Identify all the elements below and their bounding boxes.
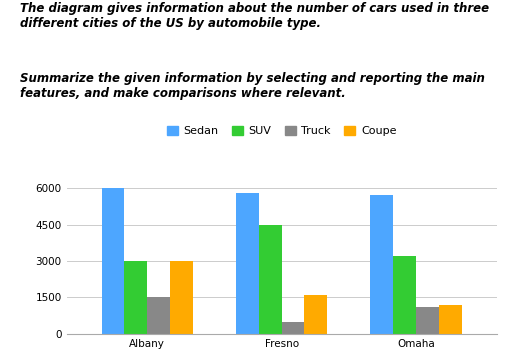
Bar [124,261,147,334]
Text: Summarize the given information by selecting and reporting the main
features, an: Summarize the given information by selec… [20,72,485,100]
Bar [416,307,439,334]
Bar [170,261,193,334]
Bar [147,297,170,334]
Bar [259,224,282,334]
Bar [305,295,327,334]
Legend: Sedan, SUV, Truck, Coupe: Sedan, SUV, Truck, Coupe [162,121,401,141]
Bar [101,188,124,334]
Bar [282,322,305,334]
Bar [439,305,462,334]
Bar [236,193,259,334]
Bar [370,195,393,334]
Text: The diagram gives information about the number of cars used in three
different c: The diagram gives information about the … [20,2,489,30]
Bar [393,256,416,334]
